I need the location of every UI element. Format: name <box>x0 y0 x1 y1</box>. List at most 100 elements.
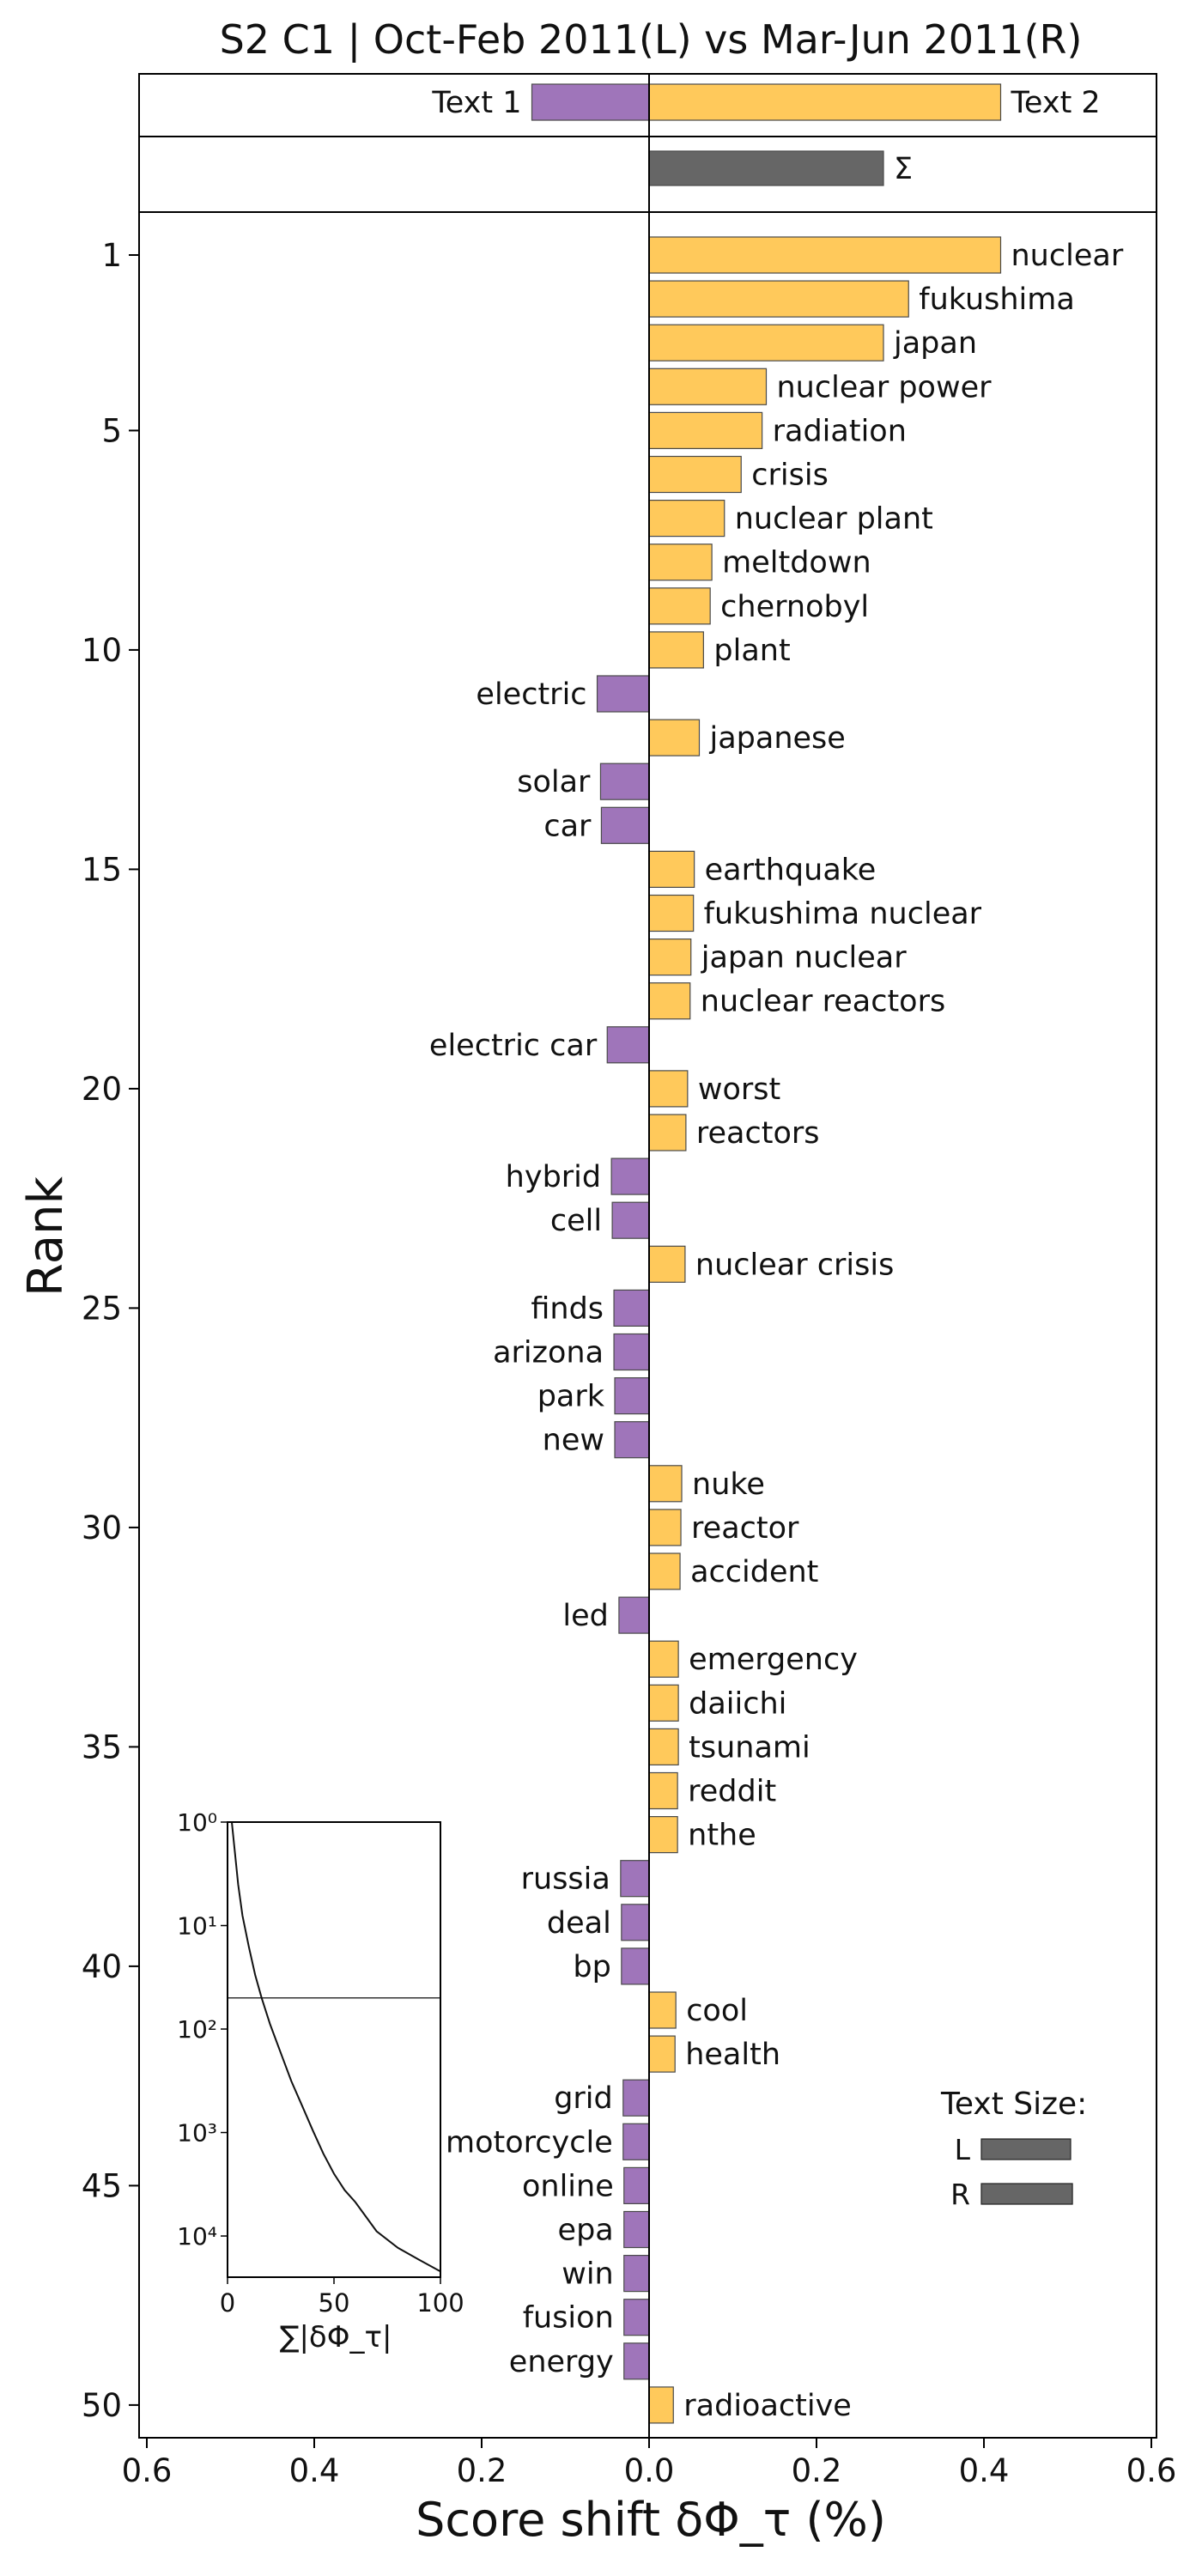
word-label-27: park <box>537 1380 605 1414</box>
word-labels: nuclear fukushima japan nuclear power radiat… <box>429 239 1124 2423</box>
bar-rank-29 <box>648 1465 683 1503</box>
word-label-32: led <box>562 1599 608 1633</box>
bar-rank-38 <box>620 1860 650 1898</box>
bar-rank-49 <box>623 2342 650 2380</box>
bar-rank-1 <box>648 236 1002 274</box>
word-label-18: nuclear reactors <box>701 985 945 1019</box>
bar-rank-2 <box>648 280 909 318</box>
bar-rank-7 <box>648 499 725 538</box>
inset-plot: 10⁰ 10¹ 10² 10³ 10⁴ 0 50 100 ∑|δΦ_τ| <box>177 1808 464 2354</box>
text-size-legend: Text Size: LR <box>940 2087 1087 2211</box>
word-label-12: japanese <box>709 721 846 756</box>
bar-rank-20 <box>648 1070 689 1108</box>
chart-title: S2 C1 | Oct-Feb 2011(L) vs Mar-Jun 2011(… <box>220 16 1083 64</box>
bar-rank-22 <box>610 1157 650 1195</box>
word-label-30: reactor <box>691 1511 799 1546</box>
bar-rank-39 <box>621 1904 650 1941</box>
word-label-46: epa <box>558 2214 614 2248</box>
x-tick-label: 0.6 <box>122 2452 173 2489</box>
x-tick-label: 0.4 <box>959 2452 1010 2489</box>
bar-rank-15 <box>648 850 695 889</box>
word-label-3: japan <box>893 326 977 361</box>
sum-panel: Σ <box>648 150 913 186</box>
y-tick-label: 10 <box>82 632 122 669</box>
x-tick-label: 0.0 <box>624 2452 675 2489</box>
rank-bars <box>596 236 1002 2424</box>
word-label-45: online <box>522 2169 614 2203</box>
bar-rank-43 <box>622 2079 650 2117</box>
bar-rank-16 <box>648 894 695 933</box>
bar-rank-28 <box>614 1421 650 1459</box>
bar-rank-33 <box>648 1640 679 1678</box>
top-bar-label-2: Text 2 <box>1011 86 1101 120</box>
bar-rank-40 <box>621 1947 650 1985</box>
word-label-5: radiation <box>773 414 907 448</box>
inset-x-tick-label: 100 <box>416 2288 464 2318</box>
top-bar-1 <box>531 83 650 121</box>
inset-x-tick-label: 0 <box>220 2288 235 2318</box>
word-label-24: nuclear crisis <box>695 1248 894 1282</box>
bar-rank-32 <box>618 1596 650 1634</box>
sum-panel-frame <box>138 136 1157 213</box>
y-tick-label: 5 <box>101 412 122 449</box>
bar-rank-36 <box>648 1771 678 1810</box>
word-label-1: nuclear <box>1011 239 1124 273</box>
word-label-42: health <box>685 2038 780 2072</box>
word-label-43: grid <box>554 2081 613 2116</box>
bar-rank-30 <box>648 1509 682 1546</box>
word-label-31: accident <box>690 1555 818 1589</box>
word-label-37: nthe <box>688 1819 756 1853</box>
inset-y-tick-label: 10⁰ <box>177 1808 217 1837</box>
sum-bar-label: Σ <box>894 152 913 186</box>
inset-background <box>228 1822 440 2277</box>
inset-x-tick-label: 50 <box>319 2288 350 2318</box>
word-label-13: solar <box>517 765 591 799</box>
word-label-33: emergency <box>689 1643 858 1677</box>
x-tick-label: 0.4 <box>289 2452 340 2489</box>
bar-rank-41 <box>648 1991 677 2029</box>
inset-x-label: ∑|δΦ_τ| <box>280 2320 392 2354</box>
bar-rank-35 <box>648 1728 679 1766</box>
word-label-25: finds <box>531 1291 604 1326</box>
text-size-title: Text Size: <box>940 2087 1087 2122</box>
x-ticks: 0.6 0.4 0.2 0.0 0.2 0.4 0.6 <box>122 2438 1177 2489</box>
bar-rank-50 <box>648 2386 674 2424</box>
x-axis-label: Score shift δΦ_τ (%) <box>416 2493 886 2547</box>
word-label-6: crisis <box>751 459 829 493</box>
x-tick-label: 0.2 <box>457 2452 507 2489</box>
text-size-bar-L <box>980 2138 1071 2160</box>
inset-y-tick-label: 10³ <box>177 2119 217 2148</box>
bar-rank-17 <box>648 938 692 976</box>
inset-y-tick-label: 10² <box>177 2015 217 2044</box>
word-label-41: cool <box>686 1994 748 2028</box>
text-size-label-L: L <box>955 2133 971 2166</box>
sum-bar <box>648 150 884 186</box>
y-tick-label: 15 <box>82 851 122 888</box>
word-label-15: earthquake <box>705 853 877 887</box>
y-tick-label: 20 <box>82 1071 122 1108</box>
x-tick-label: 0.6 <box>1126 2452 1177 2489</box>
bar-rank-25 <box>613 1289 650 1327</box>
top-bar-2 <box>648 83 1002 121</box>
y-tick-label: 30 <box>82 1510 122 1546</box>
word-label-48: fusion <box>523 2301 614 2336</box>
bar-rank-21 <box>648 1114 687 1151</box>
top-bar-label-1: Text 1 <box>431 86 521 120</box>
bar-rank-31 <box>648 1552 681 1590</box>
inset-y-tick-label: 10⁴ <box>177 2222 217 2251</box>
inset-y-tick-label: 10¹ <box>177 1912 217 1941</box>
y-tick-label: 1 <box>101 237 122 274</box>
word-label-50: radioactive <box>683 2389 852 2423</box>
word-label-35: tsunami <box>689 1730 810 1765</box>
word-label-8: meltdown <box>722 546 871 580</box>
bar-rank-8 <box>648 544 713 581</box>
y-tick-label: 50 <box>82 2387 122 2424</box>
word-label-7: nuclear plant <box>735 502 933 537</box>
word-label-11: electric <box>476 677 586 712</box>
bar-rank-27 <box>614 1376 650 1415</box>
word-label-22: hybrid <box>506 1160 601 1194</box>
top-panel: Text 1 Text 2 <box>431 83 1101 121</box>
word-label-40: bp <box>573 1950 610 1984</box>
